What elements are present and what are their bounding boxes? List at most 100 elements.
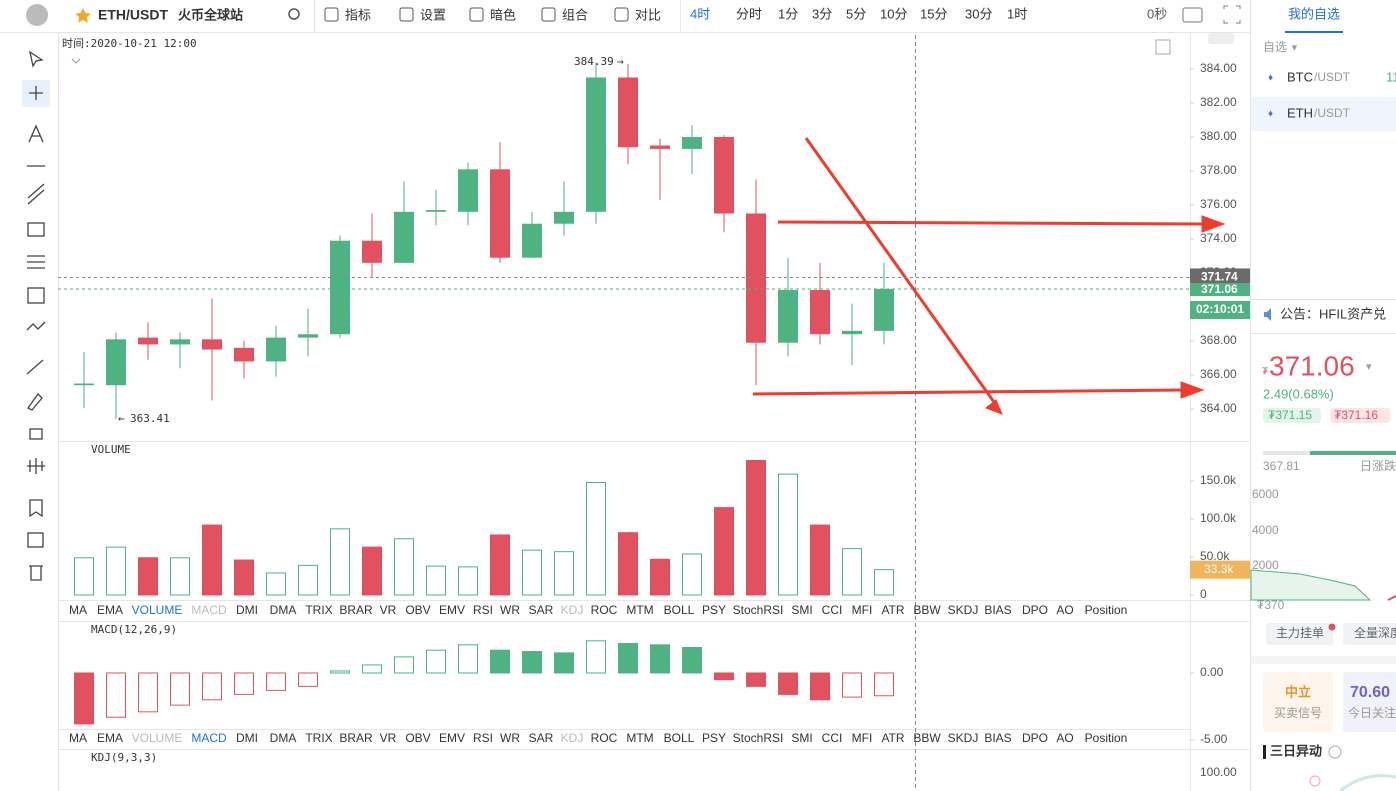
indicator[interactable]: EMA bbox=[97, 731, 123, 745]
indicator[interactable]: Position bbox=[1085, 731, 1128, 745]
depth-tab[interactable] bbox=[1343, 623, 1396, 645]
depth-tab-label[interactable]: 全量深度 bbox=[1354, 625, 1396, 640]
tool-icon[interactable] bbox=[614, 7, 629, 22]
indicator[interactable]: VR bbox=[380, 731, 397, 745]
logo[interactable] bbox=[26, 4, 48, 26]
base[interactable]: BTC bbox=[1287, 69, 1313, 84]
tool[interactable]: 对比 bbox=[635, 7, 661, 22]
help-icon[interactable] bbox=[1328, 745, 1342, 759]
indicator[interactable]: MTM bbox=[626, 731, 653, 745]
indicator[interactable]: MTM bbox=[626, 603, 653, 617]
indicator[interactable]: StochRSI bbox=[733, 731, 784, 745]
indicator[interactable]: DMA bbox=[270, 731, 297, 745]
collapse-icon[interactable] bbox=[71, 58, 81, 64]
group[interactable]: 自选 bbox=[1263, 40, 1287, 54]
tool[interactable]: 组合 bbox=[562, 7, 588, 22]
depth-tab[interactable] bbox=[1266, 623, 1333, 645]
indicator[interactable]: PSY bbox=[702, 731, 726, 745]
indicator[interactable]: BRAR bbox=[339, 731, 373, 745]
indicator[interactable]: SMI bbox=[791, 731, 812, 745]
indicator[interactable]: ATR bbox=[881, 731, 904, 745]
indicator[interactable]: CCI bbox=[822, 603, 843, 617]
expand-icon[interactable] bbox=[1155, 39, 1171, 55]
indicator[interactable]: VOLUME bbox=[132, 603, 183, 617]
indicator[interactable]: VR bbox=[380, 603, 397, 617]
indicator[interactable]: StochRSI bbox=[733, 603, 784, 617]
interval[interactable]: 4时 bbox=[690, 6, 710, 21]
search-icon[interactable] bbox=[288, 8, 300, 20]
indicator[interactable]: DMI bbox=[236, 731, 258, 745]
interval[interactable]: 30分 bbox=[965, 6, 992, 21]
interval[interactable]: 15分 bbox=[920, 6, 947, 21]
interval[interactable]: 5分 bbox=[846, 6, 866, 21]
indicator[interactable]: MACD bbox=[191, 603, 227, 617]
indicator[interactable]: TRIX bbox=[305, 603, 332, 617]
indicator[interactable]: SAR bbox=[529, 731, 554, 745]
indicator[interactable]: EMA bbox=[97, 603, 123, 617]
indicator[interactable]: Position bbox=[1085, 603, 1128, 617]
screenshot-icon[interactable] bbox=[1182, 7, 1203, 23]
indicator[interactable]: BOLL bbox=[664, 603, 695, 617]
notice[interactable]: 公告：HFIL资产兑 bbox=[1280, 306, 1386, 321]
fullscreen-icon[interactable] bbox=[1223, 5, 1241, 24]
indicator[interactable]: SAR bbox=[529, 603, 554, 617]
indicator[interactable]: ROC bbox=[591, 731, 618, 745]
indicator[interactable]: SKDJ bbox=[948, 731, 979, 745]
indicator[interactable]: EMV bbox=[439, 731, 465, 745]
indicator[interactable]: DMI bbox=[236, 603, 258, 617]
indicator[interactable]: DMA bbox=[270, 603, 297, 617]
tool-icon[interactable] bbox=[541, 7, 556, 22]
indicator[interactable]: RSI bbox=[473, 603, 493, 617]
symbol[interactable]: ETH/USDT bbox=[98, 7, 168, 23]
interval[interactable]: 分时 bbox=[736, 6, 762, 21]
indicator[interactable]: EMV bbox=[439, 603, 465, 617]
indicator[interactable]: BRAR bbox=[339, 603, 373, 617]
indicator[interactable]: KDJ bbox=[561, 603, 584, 617]
interval[interactable]: 1时 bbox=[1007, 6, 1027, 21]
dropdown[interactable]: ▾ bbox=[1366, 361, 1372, 373]
interval[interactable]: 3分 bbox=[812, 6, 832, 21]
indicator[interactable]: SMI bbox=[791, 603, 812, 617]
indicator[interactable]: TRIX bbox=[305, 731, 332, 745]
indicator[interactable]: MFI bbox=[852, 731, 873, 745]
base[interactable]: ETH bbox=[1287, 105, 1313, 120]
indicator[interactable]: BOLL bbox=[664, 731, 695, 745]
indicator[interactable]: MA bbox=[69, 731, 87, 745]
indicator[interactable]: RSI bbox=[473, 731, 493, 745]
indicator[interactable]: MACD bbox=[191, 731, 227, 745]
depth-tab-label[interactable]: 主力挂单 bbox=[1276, 626, 1324, 640]
indicator[interactable]: DPO bbox=[1022, 731, 1048, 745]
indicator[interactable]: WR bbox=[500, 731, 520, 745]
indicator[interactable]: BBW bbox=[913, 603, 941, 617]
interval[interactable]: 10分 bbox=[880, 6, 907, 21]
indicator[interactable]: MA bbox=[69, 603, 87, 617]
tool-icons[interactable] bbox=[26, 50, 46, 581]
indicator[interactable]: DPO bbox=[1022, 603, 1048, 617]
indicator[interactable]: ATR bbox=[881, 603, 904, 617]
indicator[interactable]: ROC bbox=[591, 603, 618, 617]
favorite-star[interactable] bbox=[75, 8, 91, 23]
indicator[interactable]: OBV bbox=[405, 731, 430, 745]
indicator[interactable]: AO bbox=[1056, 603, 1073, 617]
tool[interactable]: 暗色 bbox=[490, 7, 516, 22]
indicator[interactable]: PSY bbox=[702, 603, 726, 617]
collapse-panel[interactable] bbox=[1208, 33, 1234, 44]
indicator[interactable]: KDJ bbox=[561, 731, 584, 745]
tool-icon[interactable] bbox=[324, 7, 339, 22]
indicator[interactable]: AO bbox=[1056, 731, 1073, 745]
tool[interactable]: 指标 bbox=[345, 7, 371, 22]
tool[interactable]: 设置 bbox=[420, 7, 446, 22]
indicator[interactable]: BIAS bbox=[984, 731, 1011, 745]
indicator[interactable]: SKDJ bbox=[948, 603, 979, 617]
indicator[interactable]: CCI bbox=[822, 731, 843, 745]
indicator[interactable]: BBW bbox=[913, 731, 941, 745]
indicator[interactable]: WR bbox=[500, 603, 520, 617]
indicator[interactable]: BIAS bbox=[984, 603, 1011, 617]
indicator[interactable]: OBV bbox=[405, 603, 430, 617]
tool-icon[interactable] bbox=[469, 7, 484, 22]
indicator[interactable]: VOLUME bbox=[132, 731, 183, 745]
interval[interactable]: 1分 bbox=[778, 6, 798, 21]
indicator[interactable]: MFI bbox=[852, 603, 873, 617]
panel-tab[interactable]: 我的自选 bbox=[1288, 6, 1340, 21]
tool-icon[interactable] bbox=[399, 7, 414, 22]
